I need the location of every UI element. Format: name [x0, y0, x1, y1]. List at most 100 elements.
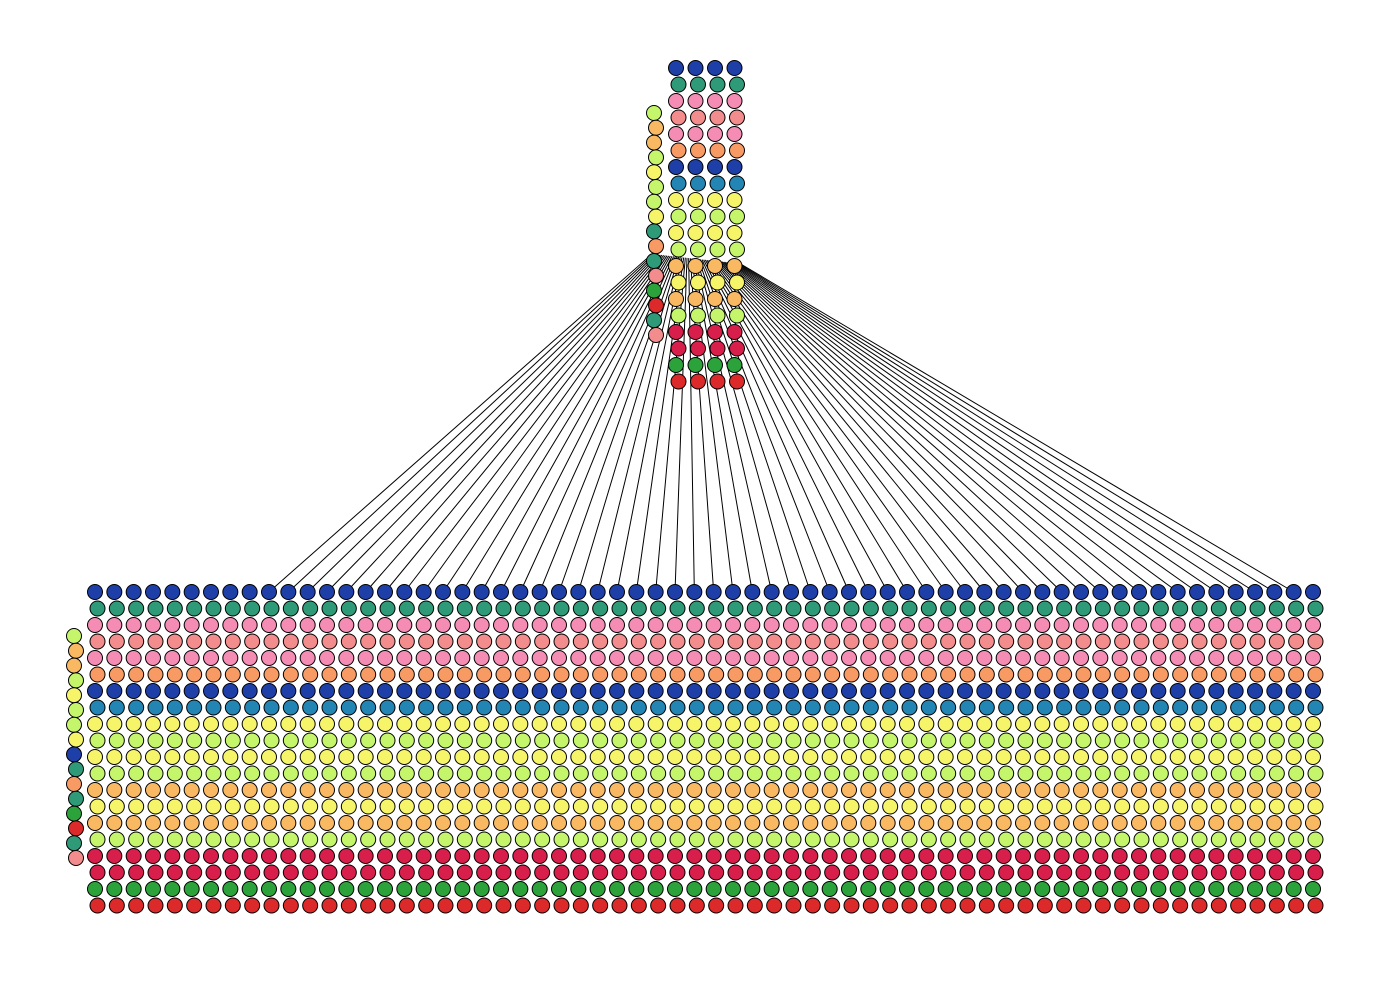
bottom-node	[282, 831, 299, 848]
bottom-node	[435, 617, 451, 633]
bottom-node	[879, 716, 896, 732]
bottom-node	[763, 650, 780, 666]
top-node	[690, 307, 706, 324]
bottom-node	[572, 600, 589, 617]
bottom-node	[203, 848, 219, 864]
bottom-node	[940, 666, 957, 683]
bottom-node	[263, 798, 280, 815]
bottom-node	[669, 798, 686, 815]
bottom-node	[1075, 897, 1092, 914]
bottom-node	[1092, 584, 1109, 600]
bottom-node	[843, 600, 860, 617]
bottom-node	[186, 732, 203, 749]
bottom-node	[998, 699, 1015, 716]
top-node	[690, 175, 706, 192]
top-node	[668, 258, 684, 274]
graph-edge	[403, 254, 665, 593]
bottom-node	[1015, 782, 1031, 798]
bottom-node	[125, 683, 142, 699]
bottom-node	[437, 864, 454, 881]
bottom-node	[882, 765, 899, 782]
bottom-node	[1288, 633, 1305, 650]
bottom-node	[1266, 782, 1283, 798]
bottom-node	[418, 600, 435, 617]
graph-edge	[519, 256, 675, 593]
bottom-node	[1034, 650, 1051, 666]
bottom-node	[589, 716, 606, 732]
bottom-node	[108, 732, 125, 749]
bottom-node	[1247, 848, 1263, 864]
bottom-node	[415, 683, 432, 699]
top-side-node	[648, 327, 664, 343]
bottom-node	[302, 732, 319, 749]
bottom-node	[647, 749, 664, 765]
bottom-node	[1191, 666, 1208, 683]
bottom-node	[87, 749, 103, 765]
bottom-node	[647, 683, 664, 699]
bottom-node	[920, 699, 937, 716]
bottom-node	[534, 864, 551, 881]
bottom-node	[164, 584, 181, 600]
bottom-node	[338, 716, 355, 732]
bottom-side-node	[66, 716, 82, 733]
bottom-node	[108, 600, 125, 617]
bottom-node	[667, 881, 683, 897]
bottom-node	[824, 732, 841, 749]
bottom-node	[147, 765, 164, 782]
bottom-node	[244, 600, 261, 617]
bottom-node	[1111, 683, 1128, 699]
bottom-node	[476, 699, 493, 716]
top-node	[687, 192, 704, 208]
bottom-node	[282, 864, 299, 881]
bottom-node	[1305, 683, 1321, 699]
bottom-node	[125, 881, 142, 897]
bottom-node	[821, 749, 838, 765]
bottom-node	[785, 633, 802, 650]
bottom-node	[128, 732, 145, 749]
bottom-node	[1111, 617, 1128, 633]
bottom-node	[611, 798, 628, 815]
bottom-node	[87, 782, 103, 798]
bottom-node	[415, 848, 432, 864]
bottom-node	[551, 617, 567, 633]
bottom-node	[1092, 716, 1109, 732]
bottom-node	[1114, 666, 1131, 683]
bottom-node	[1307, 897, 1324, 914]
top-node	[709, 109, 726, 126]
bottom-node	[551, 584, 567, 600]
bottom-node	[108, 864, 125, 881]
bottom-node	[998, 798, 1015, 815]
bottom-node	[824, 600, 841, 617]
graph-edge	[738, 263, 1275, 593]
bottom-node	[531, 650, 548, 666]
bottom-node	[396, 782, 413, 798]
bottom-node	[495, 666, 512, 683]
bottom-node	[667, 617, 683, 633]
bottom-node	[572, 699, 589, 716]
bottom-node	[186, 633, 203, 650]
bottom-node	[473, 617, 490, 633]
bottom-node	[224, 765, 241, 782]
bottom-node	[1227, 815, 1244, 831]
bottom-node	[804, 732, 821, 749]
bottom-node	[1092, 881, 1109, 897]
graph-edge	[442, 255, 668, 593]
graph-edge	[726, 261, 1140, 593]
bottom-node	[843, 864, 860, 881]
bottom-node	[224, 831, 241, 848]
bottom-node	[1285, 650, 1302, 666]
bottom-node	[476, 864, 493, 881]
bottom-node	[1114, 633, 1131, 650]
top-node	[709, 142, 726, 159]
bottom-node	[824, 897, 841, 914]
bottom-node	[940, 699, 957, 716]
graph-edge	[730, 262, 1178, 593]
bottom-node	[918, 584, 935, 600]
top-node	[707, 159, 723, 175]
bottom-node	[89, 831, 106, 848]
bottom-node	[321, 831, 338, 848]
bottom-node	[244, 798, 261, 815]
bottom-node	[995, 749, 1012, 765]
bottom-node	[920, 732, 937, 749]
bottom-node	[725, 584, 741, 600]
